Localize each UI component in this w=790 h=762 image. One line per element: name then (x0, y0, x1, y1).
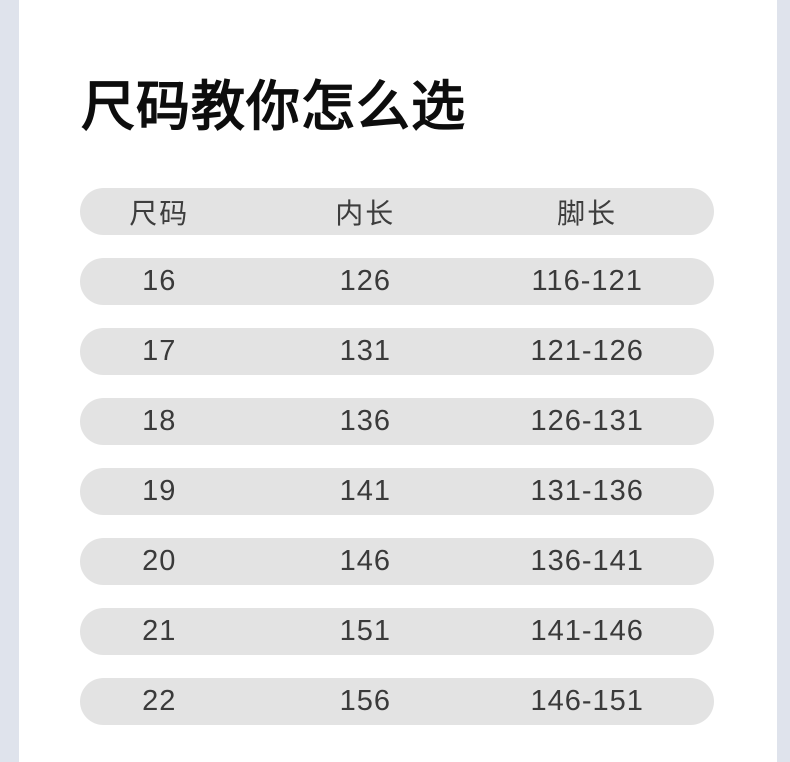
cell-size: 19 (142, 475, 177, 507)
cell-inner-length: 136 (339, 405, 391, 437)
table-header-row: 尺码 内长 脚长 (80, 188, 714, 235)
cell-size: 22 (142, 685, 177, 717)
table-row: 16 126 116-121 (80, 258, 714, 305)
cell-size: 20 (142, 545, 177, 577)
table-row: 19 141 131-136 (80, 468, 714, 515)
cell-inner-length: 146 (339, 545, 391, 577)
right-edge-strip (777, 0, 790, 762)
cell-inner-length: 131 (339, 335, 391, 367)
cell-foot-length: 121-126 (530, 335, 644, 367)
header-cell-foot-length: 脚长 (557, 197, 618, 229)
table-row: 22 156 146-151 (80, 678, 714, 725)
cell-foot-length: 136-141 (530, 545, 644, 577)
cell-foot-length: 126-131 (530, 405, 644, 437)
table-row: 17 131 121-126 (80, 328, 714, 375)
cell-inner-length: 126 (339, 265, 391, 297)
page-title: 尺码教你怎么选 (81, 77, 466, 137)
cell-inner-length: 151 (339, 615, 391, 647)
cell-size: 21 (142, 615, 177, 647)
cell-foot-length: 116-121 (531, 265, 643, 297)
cell-inner-length: 141 (339, 475, 391, 507)
header-cell-inner-length: 内长 (335, 197, 396, 229)
table-row: 20 146 136-141 (80, 538, 714, 585)
cell-foot-length: 141-146 (530, 615, 644, 647)
cell-size: 18 (142, 405, 177, 437)
cell-size: 17 (142, 335, 177, 367)
cell-size: 16 (142, 265, 177, 297)
cell-foot-length: 146-151 (530, 685, 644, 717)
table-row: 21 151 141-146 (80, 608, 714, 655)
left-edge-strip (0, 0, 19, 762)
cell-foot-length: 131-136 (530, 475, 644, 507)
size-table: 尺码 内长 脚长 16 126 116-121 17 131 121-126 1… (80, 188, 714, 748)
table-row: 18 136 126-131 (80, 398, 714, 445)
cell-inner-length: 156 (339, 685, 391, 717)
header-cell-size: 尺码 (129, 197, 190, 229)
